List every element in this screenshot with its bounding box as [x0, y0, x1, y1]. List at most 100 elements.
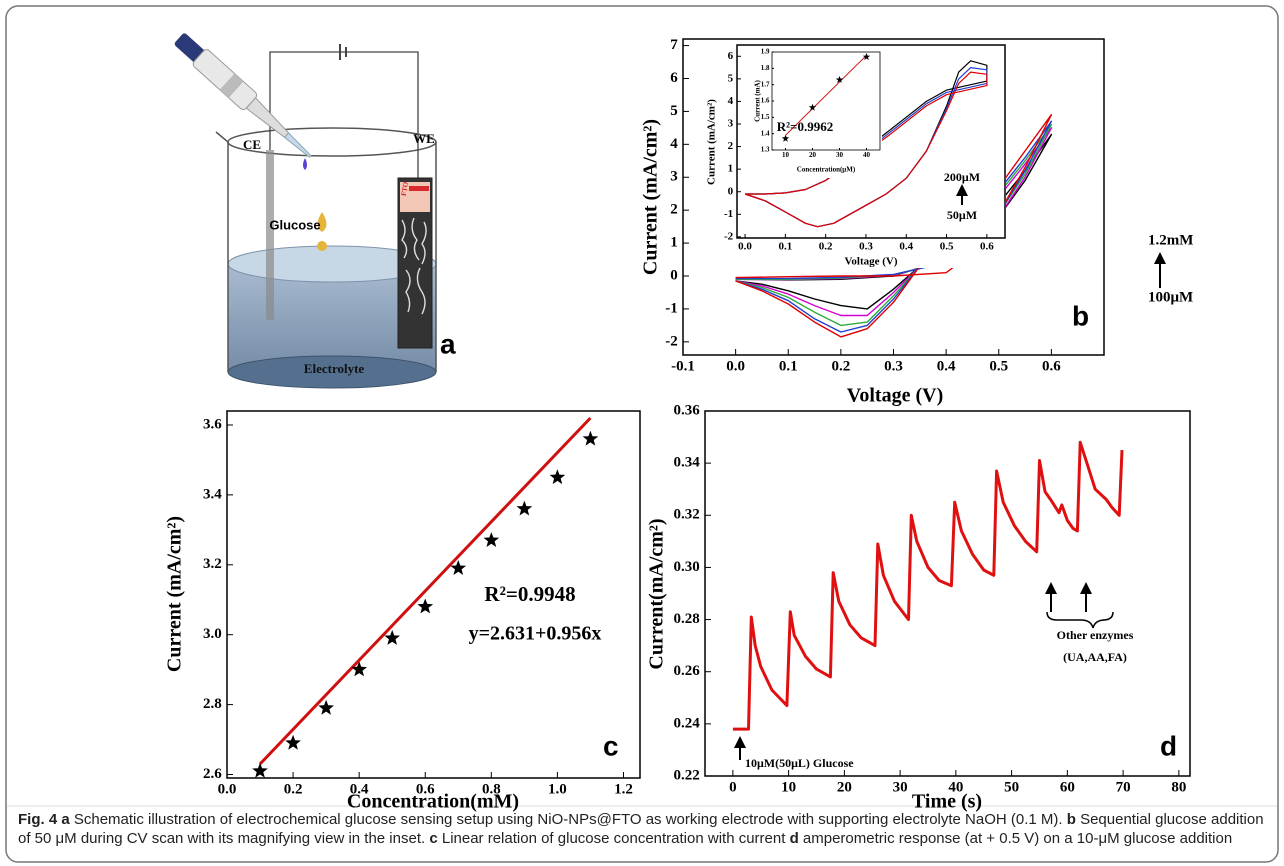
- x-tick-label: 0.0: [738, 240, 752, 252]
- y-tick-label: 3.2: [203, 556, 222, 572]
- ce-label: CE: [243, 137, 261, 152]
- annotation: 10μM(50μL) Glucose: [745, 756, 854, 770]
- caption-figure: Fig. 4: [18, 811, 58, 828]
- data-point: [252, 762, 268, 778]
- annotation: R²=0.9962: [777, 119, 833, 134]
- beaker-rim: [227, 127, 437, 157]
- x-axis-title: Voltage (V): [847, 385, 943, 407]
- y-tick-label: 1.7: [761, 80, 770, 88]
- data-point: [450, 560, 467, 575]
- y-tick-label: 0.36: [674, 402, 701, 418]
- figure-border: [5, 5, 1279, 863]
- y-tick-label: 0.26: [674, 663, 701, 679]
- x-tick-label: 70: [1116, 779, 1131, 795]
- x-tick-label: 0.6: [416, 781, 435, 797]
- x-axis-title: Concentration(mM): [347, 791, 519, 813]
- data-line: [258, 416, 592, 766]
- plot-frame: [736, 44, 1006, 239]
- data-point: [318, 699, 334, 715]
- nanoparticle-pattern: [401, 217, 427, 315]
- x-tick-label: 0.0: [726, 358, 745, 374]
- x-tick-label: 60: [1060, 779, 1075, 795]
- plot-frame: [704, 410, 1191, 777]
- x-tick-label: 0.2: [832, 358, 851, 374]
- y-tick-label: 5: [728, 72, 734, 84]
- x-axis-title: Concentration(μM): [797, 166, 856, 174]
- data-point: [384, 629, 400, 645]
- y-tick-label: 3.4: [203, 486, 222, 502]
- x-tick-label: 0.6: [980, 240, 994, 252]
- caption-text: Linear relation of glucose concentration…: [441, 830, 786, 847]
- y-tick-label: -2: [724, 230, 734, 242]
- schematic: CE WE Glucose FTO Electrolyte a: [174, 33, 456, 389]
- chart: 0.0 0.2 0.4 0.6 0.8 1.0 1.2 2.6 2.8 3.0 3.2 3.4 3.6 C…: [164, 410, 641, 813]
- x-tick-label: 40: [863, 151, 871, 159]
- x-tick-label: 30: [893, 779, 908, 795]
- x-tick-label: 10: [781, 779, 796, 795]
- y-tick-label: 5: [670, 103, 678, 119]
- glucose-label: Glucose: [269, 217, 320, 232]
- y-tick-label: 1: [728, 163, 734, 175]
- y-tick-label: 3: [670, 169, 678, 185]
- x-tick-label: 0.1: [779, 358, 798, 374]
- panel-letter: d: [1160, 730, 1177, 761]
- y-tick-label: 1.4: [761, 129, 770, 137]
- annotation: R²=0.9948: [484, 582, 575, 606]
- caption-text: amperometric response (at + 0.5 V) on a …: [802, 830, 1233, 847]
- data-point: [862, 53, 871, 60]
- x-tick-label: 20: [809, 151, 817, 159]
- x-tick-label: 0.1: [778, 240, 792, 252]
- caption-label: a: [61, 811, 70, 828]
- x-tick-label: 50: [1004, 779, 1019, 795]
- y-tick-label: 2.8: [203, 696, 222, 712]
- x-tick-label: 0.5: [940, 240, 954, 252]
- x-axis-title: Time (s): [912, 791, 982, 813]
- x-tick-label: 0.4: [350, 781, 369, 797]
- x-axis-title: Voltage (V): [844, 256, 897, 268]
- x-tick-label: -0.1: [671, 358, 695, 374]
- counter-electrode: [266, 150, 274, 320]
- glucose-drop: [317, 241, 327, 251]
- y-tick-label: 0: [728, 185, 734, 197]
- y-tick-label: 2: [728, 140, 734, 152]
- x-tick-label: 0.4: [937, 358, 956, 374]
- panel-letter: c: [603, 730, 619, 761]
- x-tick-label: 0.8: [482, 781, 501, 797]
- y-tick-label: 1.6: [761, 97, 770, 105]
- plot-frame: [226, 410, 641, 779]
- data-point: [808, 103, 817, 111]
- y-tick-label: 3.6: [203, 416, 222, 432]
- data-point: [483, 532, 500, 547]
- wire: [269, 51, 419, 178]
- fto-label: FTO: [400, 181, 410, 197]
- data-point: [351, 661, 367, 677]
- data-point: [285, 734, 301, 750]
- annotation: 100μM: [1148, 289, 1193, 305]
- electrolyte-label: Electrolyte: [304, 361, 365, 376]
- y-axis-title: Current (mA): [754, 80, 762, 122]
- y-axis-title: Current (mA/cm²): [640, 119, 662, 275]
- x-tick-label: 10: [782, 151, 790, 159]
- chart: 0 10 20 30 40 50 60 70 80 0.22 0.24 0.26 0.28 0.30 0.3…: [646, 402, 1191, 813]
- x-tick-label: 0.3: [859, 240, 873, 252]
- x-tick-label: 0.3: [884, 358, 903, 374]
- data-point: [835, 75, 844, 83]
- x-tick-label: 1.2: [614, 781, 633, 797]
- y-tick-label: 3: [728, 118, 734, 130]
- y-tick-label: 4: [670, 136, 678, 152]
- caption-label: d: [789, 830, 799, 847]
- data-line: [732, 440, 1124, 731]
- y-axis-title: Current(mA/cm²): [646, 518, 668, 669]
- y-tick-label: 0.30: [674, 559, 700, 575]
- y-tick-label: 1.3: [761, 146, 770, 154]
- brace: [1046, 611, 1114, 629]
- y-tick-label: 1.9: [761, 48, 770, 56]
- x-tick-label: 0.4: [899, 240, 913, 252]
- pipette: [174, 33, 312, 158]
- y-tick-label: 0.32: [674, 507, 700, 523]
- annotation: (UA,AA,FA): [1063, 650, 1127, 664]
- data-point: [549, 469, 566, 485]
- electrolyte-liquid: [228, 262, 436, 388]
